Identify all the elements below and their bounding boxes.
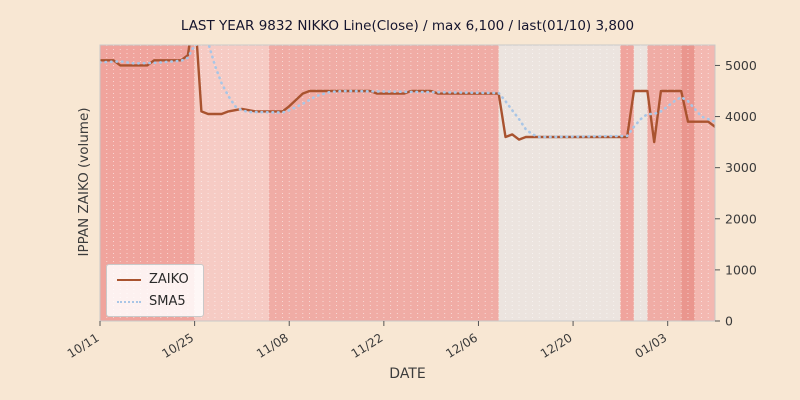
y-tick-label: 3000	[725, 160, 757, 175]
chart-title: LAST YEAR 9832 NIKKO Line(Close) / max 6…	[180, 18, 635, 34]
background-band	[633, 45, 648, 321]
x-tick-label: 11/22	[349, 331, 386, 361]
plot-border	[99, 44, 716, 322]
y-tick-label: 1000	[725, 262, 757, 277]
legend-item-sma5: SMA5	[117, 294, 189, 309]
background-band	[694, 45, 715, 321]
y-tick-label: 2000	[725, 211, 757, 226]
background-band	[194, 45, 269, 321]
x-tick-label: 12/20	[538, 331, 575, 361]
background-band	[268, 45, 499, 321]
y-tick-label: 0	[725, 314, 733, 329]
series-line-sma5	[100, 45, 715, 139]
x-axis-label: DATE	[389, 366, 426, 382]
sma5-line-sample-icon	[117, 300, 141, 303]
x-tick-label: 12/06	[443, 331, 480, 361]
y-tick-label: 4000	[725, 109, 757, 124]
x-tick-label: 10/25	[159, 331, 196, 361]
x-tick-label: 11/08	[254, 331, 291, 361]
background-band	[498, 45, 621, 321]
background-band	[681, 45, 695, 321]
background-band	[647, 45, 682, 321]
legend-label-sma5: SMA5	[149, 294, 186, 309]
legend-label-zaiko: ZAIKO	[149, 272, 189, 287]
background-band	[620, 45, 634, 321]
legend-item-zaiko: ZAIKO	[117, 272, 189, 287]
x-tick-label: 01/03	[633, 331, 670, 361]
y-tick-label: 5000	[725, 58, 757, 73]
zaiko-line-sample-icon	[117, 278, 141, 281]
legend: ZAIKO SMA5	[106, 264, 204, 317]
x-tick-label: 10/11	[65, 331, 102, 361]
